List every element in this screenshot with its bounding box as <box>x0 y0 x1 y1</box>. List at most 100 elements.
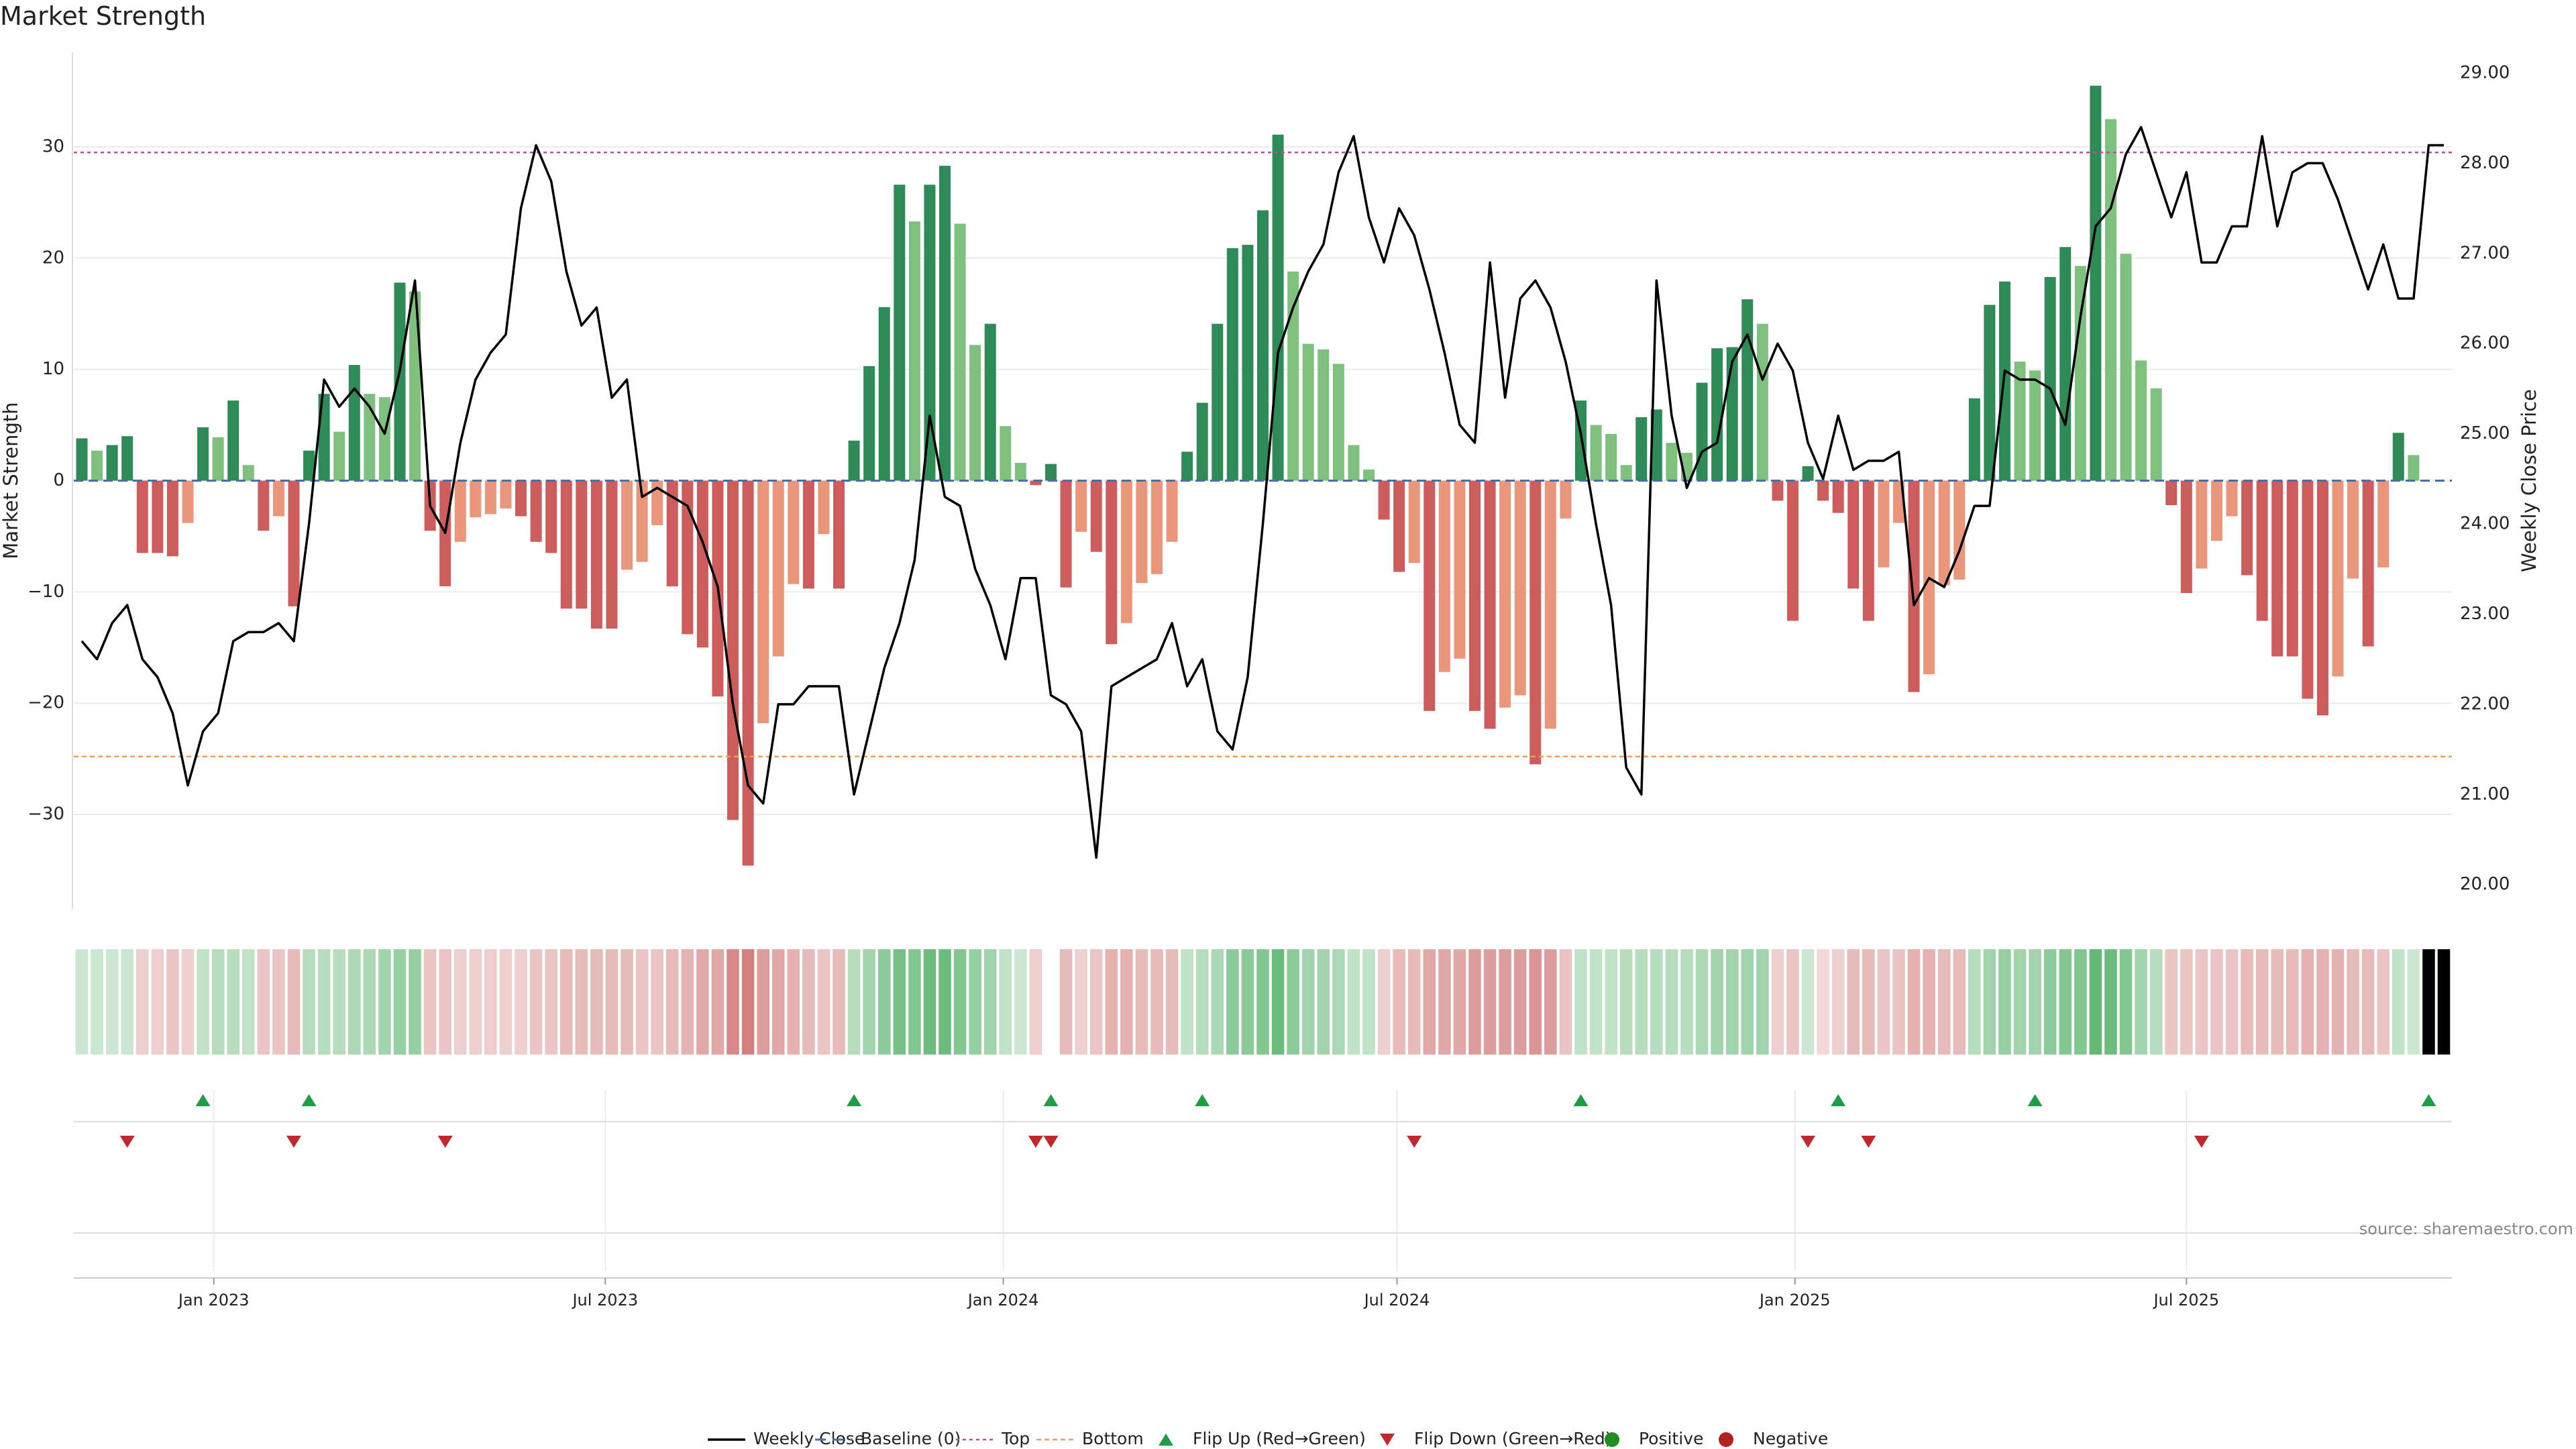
heat-cell <box>333 949 345 1055</box>
strength-bar <box>969 345 981 481</box>
heat-cell <box>1513 949 1527 1055</box>
strength-bar <box>863 366 875 481</box>
strength-bar <box>1544 480 1556 729</box>
heat-cell <box>1105 949 1118 1055</box>
heat-cell <box>1771 949 1784 1055</box>
heat-cell <box>121 949 133 1055</box>
heat-cell <box>241 949 255 1055</box>
heat-cell <box>1347 949 1360 1055</box>
right-tick-label: 24.00 <box>2460 514 2510 534</box>
heat-cell <box>665 949 679 1055</box>
strength-bar <box>1514 480 1526 696</box>
heat-cell <box>2225 949 2239 1055</box>
strength-bar <box>606 480 618 629</box>
strength-bar <box>2241 480 2253 576</box>
heat-cell <box>423 949 437 1055</box>
strength-bar <box>2226 480 2238 517</box>
strength-bar <box>364 394 376 481</box>
heat-cell <box>2241 949 2253 1055</box>
strength-bar <box>1362 469 1375 481</box>
flip-up-marker <box>195 1094 211 1106</box>
heat-cell <box>787 949 800 1055</box>
strength-bar <box>984 323 996 481</box>
heat-cell <box>559 949 573 1055</box>
heat-cell <box>257 949 270 1055</box>
heat-cell <box>1725 949 1739 1055</box>
strength-bar <box>590 480 602 629</box>
strength-bar <box>939 166 951 481</box>
flip-up-marker <box>1831 1094 1846 1106</box>
strength-bar <box>696 480 708 648</box>
heat-cell <box>1665 949 1678 1055</box>
heat-cell <box>833 949 845 1055</box>
heat-cell <box>499 949 513 1055</box>
legend-glyph-negative <box>1719 1432 1733 1447</box>
heat-cell <box>515 949 527 1055</box>
x-tick-label: Jul 2025 <box>2152 1291 2219 1309</box>
flip-down-marker <box>1801 1136 1816 1148</box>
strength-bar <box>908 221 920 481</box>
strength-bar <box>1287 271 1299 481</box>
heat-cell <box>91 949 103 1055</box>
legend-label: Weekly Close <box>753 1429 865 1448</box>
x-tick-label: Jan 2023 <box>177 1291 250 1309</box>
strength-bar <box>1393 480 1405 572</box>
heat-cell <box>409 949 421 1055</box>
heat-cell <box>1998 949 2011 1055</box>
flip-down-marker <box>1028 1136 1043 1148</box>
heat-cell <box>1605 949 1617 1055</box>
heat-cell <box>953 949 967 1055</box>
heat-cell <box>545 949 557 1055</box>
heat-cell <box>757 949 769 1055</box>
heat-cell <box>1317 949 1330 1055</box>
heat-cell <box>1483 949 1497 1055</box>
strength-bar <box>1318 349 1330 481</box>
legend-label: Top <box>1001 1429 1030 1448</box>
heat-cell <box>1453 949 1466 1055</box>
strength-bar <box>1832 480 1844 513</box>
strength-bar <box>227 400 239 481</box>
strength-bar <box>166 480 178 557</box>
heat-cell <box>1332 949 1345 1055</box>
heat-cell <box>1287 949 1299 1055</box>
strength-bar <box>2135 360 2147 481</box>
x-tick-label: Jul 2023 <box>571 1291 638 1309</box>
heat-cell <box>877 949 891 1055</box>
strength-bar <box>1030 480 1042 486</box>
heat-cell <box>1256 949 1269 1055</box>
heat-cell <box>453 949 467 1055</box>
strength-bar <box>757 480 769 724</box>
heat-cell <box>1801 949 1815 1055</box>
legend-label: Flip Up (Red→Green) <box>1193 1429 1366 1448</box>
legend-glyph-flip-up <box>1159 1434 1173 1446</box>
heat-cell <box>1423 949 1436 1055</box>
flip-up-marker <box>1195 1094 1210 1106</box>
heat-cell <box>575 949 588 1055</box>
heat-cell <box>681 949 694 1055</box>
heat-cell <box>272 949 285 1055</box>
strength-bar <box>2392 433 2404 481</box>
heat-cell <box>2043 949 2057 1055</box>
strength-bar <box>2332 480 2344 677</box>
x-tick-label: Jan 2025 <box>1758 1291 1831 1309</box>
heat-cell <box>1181 949 1193 1055</box>
source-note: source: sharemaestro.com <box>2359 1220 2573 1238</box>
heat-cell <box>1029 949 1042 1055</box>
heat-cell <box>1135 949 1148 1055</box>
heat-cell <box>2301 949 2314 1055</box>
strength-bar <box>136 480 148 553</box>
strength-bar <box>515 480 527 517</box>
heat-cell <box>1393 949 1405 1055</box>
heat-cell <box>908 949 921 1055</box>
heat-cell <box>317 949 331 1055</box>
strength-bar <box>2302 480 2314 699</box>
heat-cell <box>1559 949 1572 1055</box>
strength-bar <box>530 480 542 542</box>
strength-bar <box>470 480 482 518</box>
flip-down-marker <box>437 1136 453 1148</box>
flip-up-marker <box>1573 1094 1589 1106</box>
strength-bar <box>1953 480 1966 580</box>
strength-bar <box>1332 364 1344 481</box>
strength-bar <box>560 480 572 609</box>
strength-bar <box>2090 85 2102 481</box>
